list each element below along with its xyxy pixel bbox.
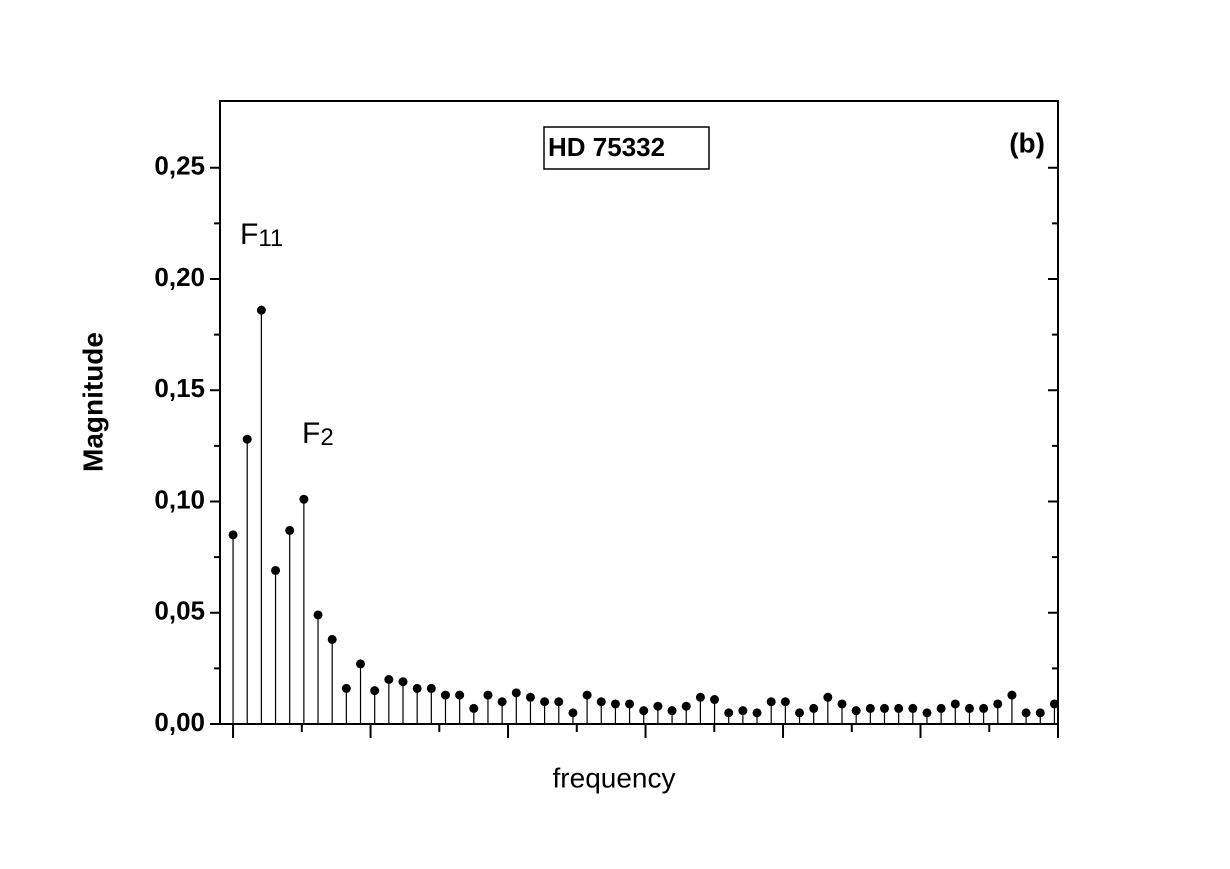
stem-marker: [979, 703, 989, 713]
stem-marker: [1021, 708, 1031, 718]
stem-marker: [242, 434, 252, 444]
stem-marker: [780, 697, 790, 707]
stem-marker: [667, 706, 677, 716]
stem-marker: [299, 494, 309, 504]
annotation: F2: [302, 417, 334, 451]
stem-marker: [625, 699, 635, 709]
stem-marker: [795, 708, 805, 718]
stem-marker: [426, 683, 436, 693]
y-tick-label: 0,15: [154, 373, 205, 403]
y-tick-label: 0,00: [154, 707, 205, 737]
stem-marker: [879, 703, 889, 713]
stem-marker: [1049, 699, 1059, 709]
stem-marker: [639, 706, 649, 716]
stem-marker: [511, 688, 521, 698]
stem-marker: [440, 690, 450, 700]
y-tick-label: 0,20: [154, 262, 205, 292]
annotation-text: F: [240, 218, 258, 251]
y-tick-label: 0,10: [154, 484, 205, 514]
stem-marker: [313, 610, 323, 620]
stem-marker: [540, 697, 550, 707]
stem-marker: [653, 701, 663, 711]
chart-title: HD 75332: [548, 132, 665, 162]
stem-marker: [851, 706, 861, 716]
stem-marker: [497, 697, 507, 707]
stem-marker: [950, 699, 960, 709]
stem-marker: [356, 659, 366, 669]
stem-marker: [837, 699, 847, 709]
stem-marker: [568, 708, 578, 718]
stem-marker: [398, 677, 408, 687]
stem-marker: [752, 708, 762, 718]
stem-marker: [865, 703, 875, 713]
stem-marker: [341, 683, 351, 693]
stem-marker: [384, 675, 394, 684]
stem-marker: [285, 525, 295, 535]
panel-label: (b): [1009, 127, 1045, 158]
annotation-text: F: [302, 417, 320, 450]
stem-marker: [327, 634, 337, 644]
stem-marker: [1035, 708, 1045, 718]
y-axis-label: Magnitude: [77, 332, 108, 472]
stem-marker: [1007, 690, 1017, 700]
stem-marker: [695, 692, 705, 702]
stem-marker: [936, 703, 946, 713]
stem-marker: [894, 703, 904, 713]
stem-marker: [412, 683, 422, 693]
stem-marker: [766, 697, 776, 707]
stem-marker: [483, 690, 493, 700]
stem-marker: [738, 706, 748, 716]
stem-marker: [469, 703, 479, 713]
x-axis-label: frequency: [553, 762, 676, 793]
stem-marker: [455, 690, 465, 700]
stem-marker: [964, 703, 974, 713]
y-tick-label: 0,25: [154, 151, 205, 181]
stem-marker: [922, 708, 932, 718]
stem-marker: [908, 703, 918, 713]
annotation: F11: [240, 218, 283, 252]
stem-marker: [370, 686, 380, 696]
stem-marker: [710, 695, 720, 705]
stem-marker: [582, 690, 592, 700]
stem-marker: [809, 703, 819, 713]
stem-marker: [724, 708, 734, 718]
y-tick-label: 0,05: [154, 596, 205, 626]
stem-marker: [596, 697, 606, 707]
plot-frame: [219, 100, 1059, 725]
stem-marker: [271, 565, 281, 575]
stem-marker: [681, 701, 691, 711]
stem-marker: [256, 305, 266, 315]
annotation-sub: 11: [258, 225, 283, 252]
annotation-sub: 2: [320, 424, 333, 451]
stem-marker: [823, 692, 833, 702]
stem-marker: [554, 697, 564, 707]
stem-marker: [525, 692, 535, 702]
stem-marker: [610, 699, 620, 709]
title-box: [543, 126, 710, 170]
stem-marker: [228, 530, 238, 540]
stem-marker: [993, 699, 1003, 709]
